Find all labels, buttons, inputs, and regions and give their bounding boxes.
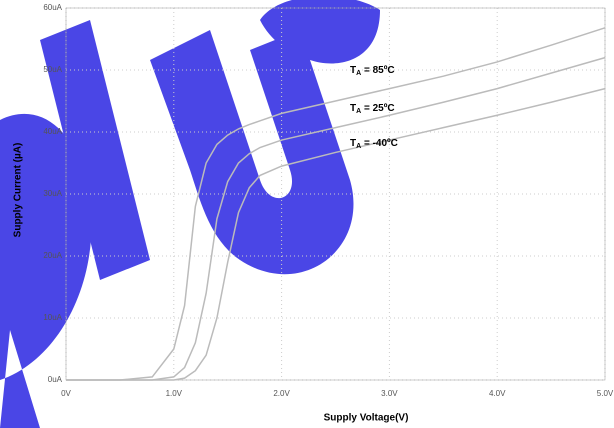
line: [66, 27, 606, 381]
series-label: TA = -40ºC: [350, 138, 398, 150]
x-tick-label: 3.0V: [381, 389, 398, 398]
line: [66, 87, 606, 381]
series-label-part: = 25ºC: [361, 103, 394, 114]
series-label-part: A: [356, 143, 361, 150]
x-tick-label: 0V: [61, 389, 71, 398]
y-tick-label: 30uA: [43, 189, 62, 198]
x-tick-label: 2.0V: [273, 389, 290, 398]
y-tick-label: 0uA: [48, 375, 63, 384]
x-tick-label: 5.0V: [597, 389, 614, 398]
series-label-part: = -40ºC: [361, 138, 398, 149]
y-tick-label: 40uA: [43, 127, 62, 136]
x-tick-label: 4.0V: [489, 389, 506, 398]
series-label: TA = 85ºC: [350, 65, 395, 77]
y-tick-label: 60uA: [43, 3, 62, 12]
series-label-part: A: [356, 108, 361, 115]
series-label-part: T: [350, 65, 356, 76]
y-tick-label: 10uA: [43, 313, 62, 322]
series-label-part: A: [356, 70, 361, 77]
watermark: [0, 0, 380, 428]
x-tick-label: 1.0V: [166, 389, 183, 398]
y-tick-label: 50uA: [43, 65, 62, 74]
series-label-part: T: [350, 103, 356, 114]
series-label: TA = 25ºC: [350, 103, 395, 115]
x-axis-title: Supply Voltage(V): [324, 413, 409, 424]
line: [66, 56, 606, 381]
y-tick-label: 20uA: [43, 251, 62, 260]
y-axis-title: Supply Current (µA): [13, 143, 24, 238]
series-label-part: T: [350, 138, 356, 149]
plot-frame: [65, 7, 606, 381]
series-label-part: = 85ºC: [361, 65, 394, 76]
